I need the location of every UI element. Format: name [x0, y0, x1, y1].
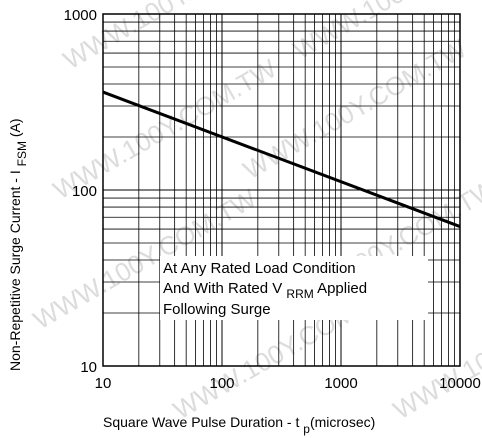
y-tick-label: 100: [72, 183, 97, 200]
series-line: [102, 90, 461, 228]
annotation-line-3: Following Surge: [163, 301, 271, 318]
watermark-text: WWW.100Y.COM.TW: [238, 33, 472, 185]
x-tick-label: 10: [95, 375, 112, 392]
y-tick-label: 10: [80, 359, 97, 376]
y-tick-label: 1000: [64, 7, 97, 24]
x-axis-title: Square Wave Pulse Duration - t p(microse…: [103, 414, 375, 436]
annotation-line-1: At Any Rated Load Condition: [163, 260, 356, 277]
x-tick-label: 10000: [439, 375, 481, 392]
series-layer: [102, 90, 461, 228]
x-tick-label: 100: [209, 375, 234, 392]
tick-labels: 10 100 1000 10000 10 100 1000: [64, 7, 481, 392]
annotation-box: [160, 256, 428, 320]
plot-frame: [102, 13, 461, 367]
x-tick-label: 1000: [324, 375, 357, 392]
y-axis-title: Non-Repetitive Surge Current - I FSM (A): [7, 118, 29, 371]
annotation-line-2: And With Rated V RRM Applied: [163, 280, 367, 301]
